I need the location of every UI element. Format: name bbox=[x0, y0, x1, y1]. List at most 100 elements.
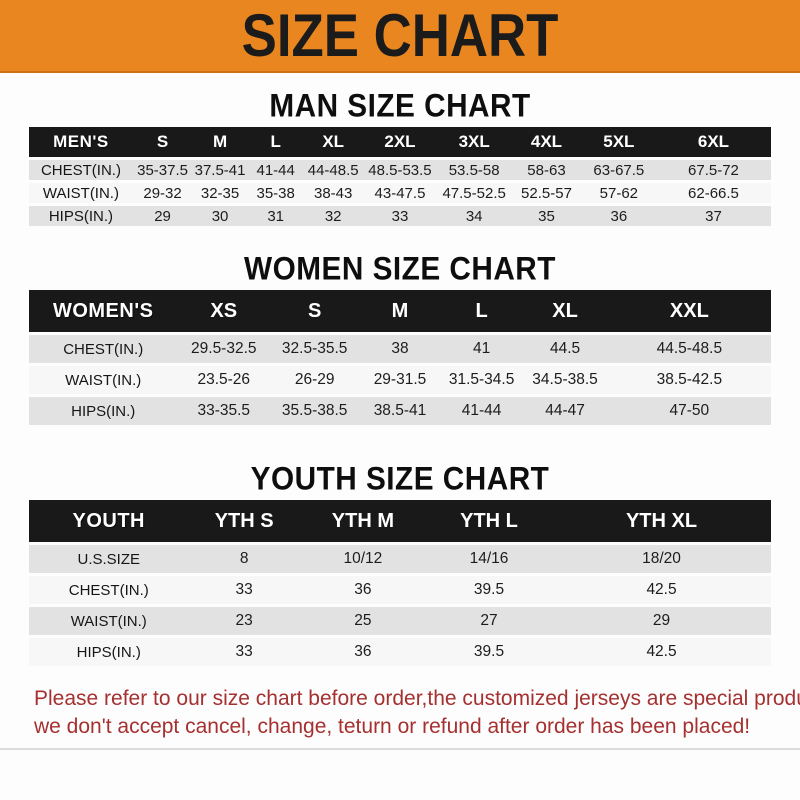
men-waist-value: 43-47.5 bbox=[362, 183, 438, 203]
men-col-header: 4XL bbox=[511, 127, 582, 157]
men-col-header: 5XL bbox=[581, 127, 656, 157]
youth-chest-row: CHEST(IN.) 33 36 39.5 42.5 bbox=[29, 576, 771, 604]
order-notice-line1: Please refer to our size chart before or… bbox=[34, 687, 800, 710]
women-hips-value: 33-35.5 bbox=[177, 397, 271, 425]
youth-corner-label: YOUTH bbox=[29, 500, 189, 542]
men-chest-value: 58-63 bbox=[511, 160, 582, 180]
men-col-header: XL bbox=[303, 127, 363, 157]
men-col-header: 3XL bbox=[437, 127, 512, 157]
youth-hips-value: 33 bbox=[188, 638, 300, 666]
youth-chest-value: 39.5 bbox=[425, 576, 553, 604]
women-col-header: M bbox=[359, 290, 441, 332]
men-waist-value: 52.5-57 bbox=[511, 183, 582, 203]
men-hips-row: HIPS(IN.) 29 30 31 32 33 34 35 36 37 bbox=[29, 206, 771, 226]
youth-ussize-value: 10/12 bbox=[299, 545, 426, 573]
men-hips-value: 36 bbox=[581, 206, 656, 226]
men-col-header: M bbox=[192, 127, 248, 157]
women-hips-value: 38.5-41 bbox=[359, 397, 441, 425]
youth-chest-value: 36 bbox=[299, 576, 426, 604]
youth-waist-label: WAIST(IN.) bbox=[29, 607, 189, 635]
women-hips-value: 44-47 bbox=[522, 397, 608, 425]
men-waist-value: 47.5-52.5 bbox=[437, 183, 512, 203]
women-waist-row: WAIST(IN.) 23.5-26 26-29 29-31.5 31.5-34… bbox=[29, 366, 771, 394]
youth-chest-label: CHEST(IN.) bbox=[29, 576, 189, 604]
men-chest-value: 63-67.5 bbox=[581, 160, 656, 180]
men-waist-value: 62-66.5 bbox=[655, 183, 771, 203]
men-waist-label: WAIST(IN.) bbox=[29, 183, 133, 203]
men-hips-value: 35 bbox=[511, 206, 582, 226]
men-chest-value: 41-44 bbox=[247, 160, 304, 180]
women-col-header: L bbox=[440, 290, 523, 332]
youth-hips-row: HIPS(IN.) 33 36 39.5 42.5 bbox=[29, 638, 771, 666]
men-hips-value: 30 bbox=[192, 206, 248, 226]
youth-waist-row: WAIST(IN.) 23 25 27 29 bbox=[29, 607, 771, 635]
men-col-header: L bbox=[247, 127, 304, 157]
men-hips-value: 31 bbox=[247, 206, 304, 226]
youth-col-header: YTH L bbox=[425, 500, 553, 542]
youth-hips-value: 42.5 bbox=[552, 638, 771, 666]
women-col-header: S bbox=[270, 290, 360, 332]
women-waist-value: 38.5-42.5 bbox=[607, 366, 771, 394]
youth-hips-label: HIPS(IN.) bbox=[29, 638, 189, 666]
men-chest-value: 35-37.5 bbox=[132, 160, 193, 180]
men-chest-value: 44-48.5 bbox=[303, 160, 363, 180]
youth-col-header: YTH XL bbox=[552, 500, 771, 542]
youth-waist-value: 23 bbox=[188, 607, 300, 635]
women-chest-value: 29.5-32.5 bbox=[177, 335, 271, 363]
men-waist-value: 32-35 bbox=[192, 183, 248, 203]
men-hips-value: 37 bbox=[655, 206, 771, 226]
women-hips-row: HIPS(IN.) 33-35.5 35.5-38.5 38.5-41 41-4… bbox=[29, 397, 771, 425]
women-chest-value: 38 bbox=[359, 335, 441, 363]
women-waist-value: 23.5-26 bbox=[177, 366, 271, 394]
women-hips-value: 35.5-38.5 bbox=[270, 397, 360, 425]
youth-ussize-value: 8 bbox=[188, 545, 300, 573]
youth-section-title: YOUTH SIZE CHART bbox=[250, 459, 550, 498]
men-section-title: MAN SIZE CHART bbox=[269, 86, 531, 125]
order-notice: Please refer to our size chart before or… bbox=[0, 685, 800, 741]
women-waist-value: 31.5-34.5 bbox=[440, 366, 523, 394]
youth-chest-value: 42.5 bbox=[552, 576, 771, 604]
women-hips-value: 41-44 bbox=[440, 397, 523, 425]
women-header-row: WOMEN'S XS S M L XL XXL bbox=[29, 290, 771, 332]
youth-size-table: YOUTH YTH S YTH M YTH L YTH XL U.S.SIZE … bbox=[29, 497, 771, 669]
women-hips-label: HIPS(IN.) bbox=[29, 397, 178, 425]
women-chest-value: 41 bbox=[440, 335, 523, 363]
men-size-table: MEN'S S M L XL 2XL 3XL 4XL 5XL 6XL CHEST… bbox=[29, 124, 771, 229]
women-waist-label: WAIST(IN.) bbox=[29, 366, 178, 394]
youth-chest-value: 33 bbox=[188, 576, 300, 604]
men-header-row: MEN'S S M L XL 2XL 3XL 4XL 5XL 6XL bbox=[29, 127, 771, 157]
women-chest-label: CHEST(IN.) bbox=[29, 335, 178, 363]
women-chest-value: 32.5-35.5 bbox=[270, 335, 360, 363]
men-hips-value: 33 bbox=[362, 206, 438, 226]
women-size-table: WOMEN'S XS S M L XL XXL CHEST(IN.) 29.5-… bbox=[29, 287, 771, 428]
men-corner-label: MEN'S bbox=[29, 127, 133, 157]
men-col-header: 6XL bbox=[655, 127, 771, 157]
size-chart-banner: SIZE CHART bbox=[0, 0, 800, 73]
men-chest-value: 37.5-41 bbox=[192, 160, 248, 180]
women-waist-value: 34.5-38.5 bbox=[522, 366, 608, 394]
youth-ussize-value: 18/20 bbox=[552, 545, 771, 573]
women-col-header: XXL bbox=[607, 290, 771, 332]
women-corner-label: WOMEN'S bbox=[29, 290, 178, 332]
women-waist-value: 26-29 bbox=[270, 366, 360, 394]
women-chest-row: CHEST(IN.) 29.5-32.5 32.5-35.5 38 41 44.… bbox=[29, 335, 771, 363]
men-hips-value: 34 bbox=[437, 206, 512, 226]
youth-ussize-row: U.S.SIZE 8 10/12 14/16 18/20 bbox=[29, 545, 771, 573]
men-chest-row: CHEST(IN.) 35-37.5 37.5-41 41-44 44-48.5… bbox=[29, 160, 771, 180]
youth-col-header: YTH S bbox=[188, 500, 300, 542]
youth-waist-value: 27 bbox=[425, 607, 553, 635]
men-waist-value: 35-38 bbox=[247, 183, 304, 203]
youth-hips-value: 39.5 bbox=[425, 638, 553, 666]
banner-title: SIZE CHART bbox=[241, 2, 559, 69]
youth-col-header: YTH M bbox=[299, 500, 426, 542]
men-waist-value: 29-32 bbox=[132, 183, 193, 203]
women-col-header: XL bbox=[522, 290, 608, 332]
men-col-header: S bbox=[132, 127, 193, 157]
women-hips-value: 47-50 bbox=[607, 397, 771, 425]
men-chest-value: 53.5-58 bbox=[437, 160, 512, 180]
men-hips-value: 29 bbox=[132, 206, 193, 226]
youth-ussize-label: U.S.SIZE bbox=[29, 545, 189, 573]
youth-waist-value: 29 bbox=[552, 607, 771, 635]
youth-ussize-value: 14/16 bbox=[425, 545, 553, 573]
bottom-divider bbox=[0, 748, 800, 750]
